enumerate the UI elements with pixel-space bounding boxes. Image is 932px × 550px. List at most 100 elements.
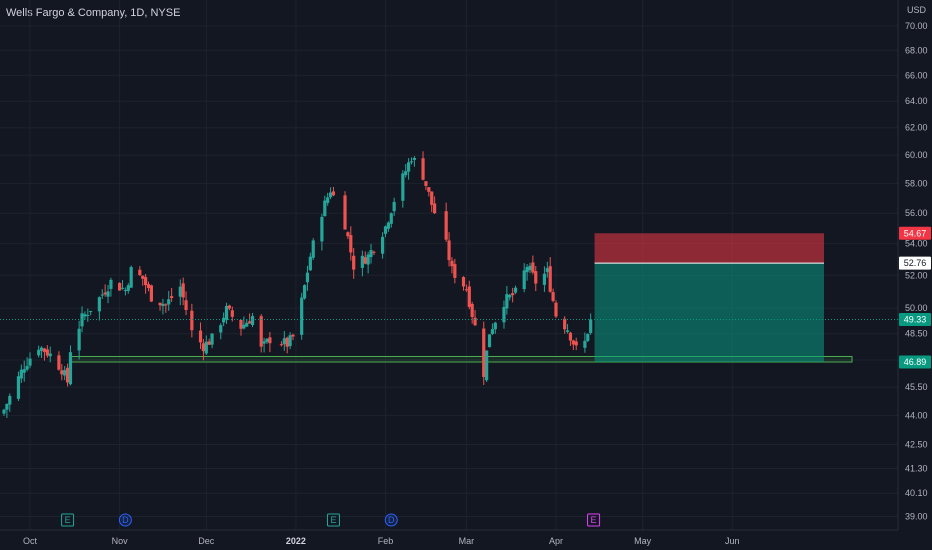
candle — [427, 186, 431, 197]
candle-body — [542, 273, 547, 285]
candle — [97, 296, 101, 321]
candle-body — [129, 267, 133, 288]
price-tick-label: 39.00 — [905, 512, 928, 522]
candle — [473, 309, 477, 327]
candle-body — [383, 226, 388, 234]
candle-body — [219, 325, 223, 333]
candle — [502, 300, 506, 329]
candle — [464, 284, 468, 292]
candle — [109, 277, 113, 297]
candle — [589, 313, 593, 335]
candle-body — [331, 191, 336, 196]
candle-body — [279, 344, 284, 346]
candle — [227, 304, 232, 311]
candle — [48, 346, 52, 363]
candle — [89, 310, 93, 316]
candle — [2, 408, 6, 416]
candle — [262, 337, 266, 353]
candle — [482, 321, 486, 385]
candle — [103, 284, 107, 297]
candle-body — [433, 203, 437, 214]
candle — [190, 303, 194, 338]
candle — [170, 288, 174, 302]
candle-body — [554, 302, 558, 317]
candle-body — [126, 285, 130, 291]
candle-body — [311, 240, 315, 258]
candle — [181, 277, 185, 306]
candle — [83, 311, 87, 320]
candle-body — [447, 240, 451, 261]
candle-body — [551, 292, 555, 301]
candle — [453, 258, 457, 284]
chart-title: Wells Fargo & Company, 1D, NYSE — [6, 7, 181, 19]
candle-body — [389, 213, 393, 224]
candle-body — [144, 277, 148, 286]
candle — [531, 255, 535, 275]
candle-body — [22, 369, 26, 373]
candle-body — [571, 340, 575, 345]
time-axis-label: May — [634, 536, 652, 546]
candle — [320, 213, 324, 251]
earnings-icon — [326, 513, 340, 527]
candle-body — [493, 322, 497, 330]
candle — [120, 280, 125, 290]
candle — [161, 298, 165, 315]
candle-body — [146, 284, 151, 288]
candle — [164, 303, 168, 313]
candle-body — [302, 285, 307, 299]
candle-body — [346, 232, 350, 237]
candle — [178, 279, 182, 306]
candle-body — [568, 332, 573, 341]
time-axis-label: Jun — [725, 536, 740, 546]
candle — [224, 302, 229, 324]
candle — [380, 232, 385, 259]
candle-body — [2, 409, 6, 414]
price-tick-label: 54.00 — [905, 239, 928, 249]
candle — [22, 360, 26, 382]
candle — [389, 212, 393, 228]
candle — [245, 319, 249, 327]
candle-body — [178, 286, 182, 297]
candle — [409, 157, 414, 165]
candle-body — [224, 305, 229, 321]
price-label-stop-text: 54.67 — [904, 228, 927, 238]
candle — [545, 261, 549, 278]
price-tick-label: 52.00 — [905, 270, 928, 280]
candle-body — [464, 289, 468, 291]
candle — [141, 275, 145, 286]
time-axis-label: Nov — [112, 536, 129, 546]
candle-body — [412, 157, 416, 160]
candle — [554, 300, 558, 319]
candle — [204, 335, 208, 356]
candle — [285, 336, 289, 354]
candle-body — [320, 216, 324, 242]
time-axis-label: Feb — [378, 536, 394, 546]
candle-body — [392, 201, 396, 212]
candle-body — [164, 304, 168, 306]
candle — [363, 251, 367, 265]
candle-body — [158, 302, 162, 306]
candle — [45, 345, 49, 358]
candle-body — [424, 181, 428, 186]
candle-body — [421, 158, 425, 180]
candle — [239, 319, 243, 336]
candle-body — [37, 349, 41, 356]
candle — [308, 252, 312, 272]
price-label-current-text: 49.33 — [904, 314, 927, 324]
candle-body — [198, 330, 203, 343]
price-tick-label: 40.10 — [905, 488, 928, 498]
candle-body — [68, 352, 73, 385]
candle — [37, 345, 41, 358]
candle — [265, 338, 269, 344]
candle-body — [485, 350, 489, 381]
position-risk-zone — [594, 233, 824, 264]
price-tick-label: 66.00 — [905, 70, 928, 80]
candle — [349, 226, 353, 261]
dividend-icon — [118, 513, 132, 527]
candle — [508, 293, 512, 301]
candle-body — [349, 235, 353, 253]
candle-body — [453, 264, 457, 278]
candle — [323, 195, 327, 217]
candle-body — [534, 271, 538, 284]
